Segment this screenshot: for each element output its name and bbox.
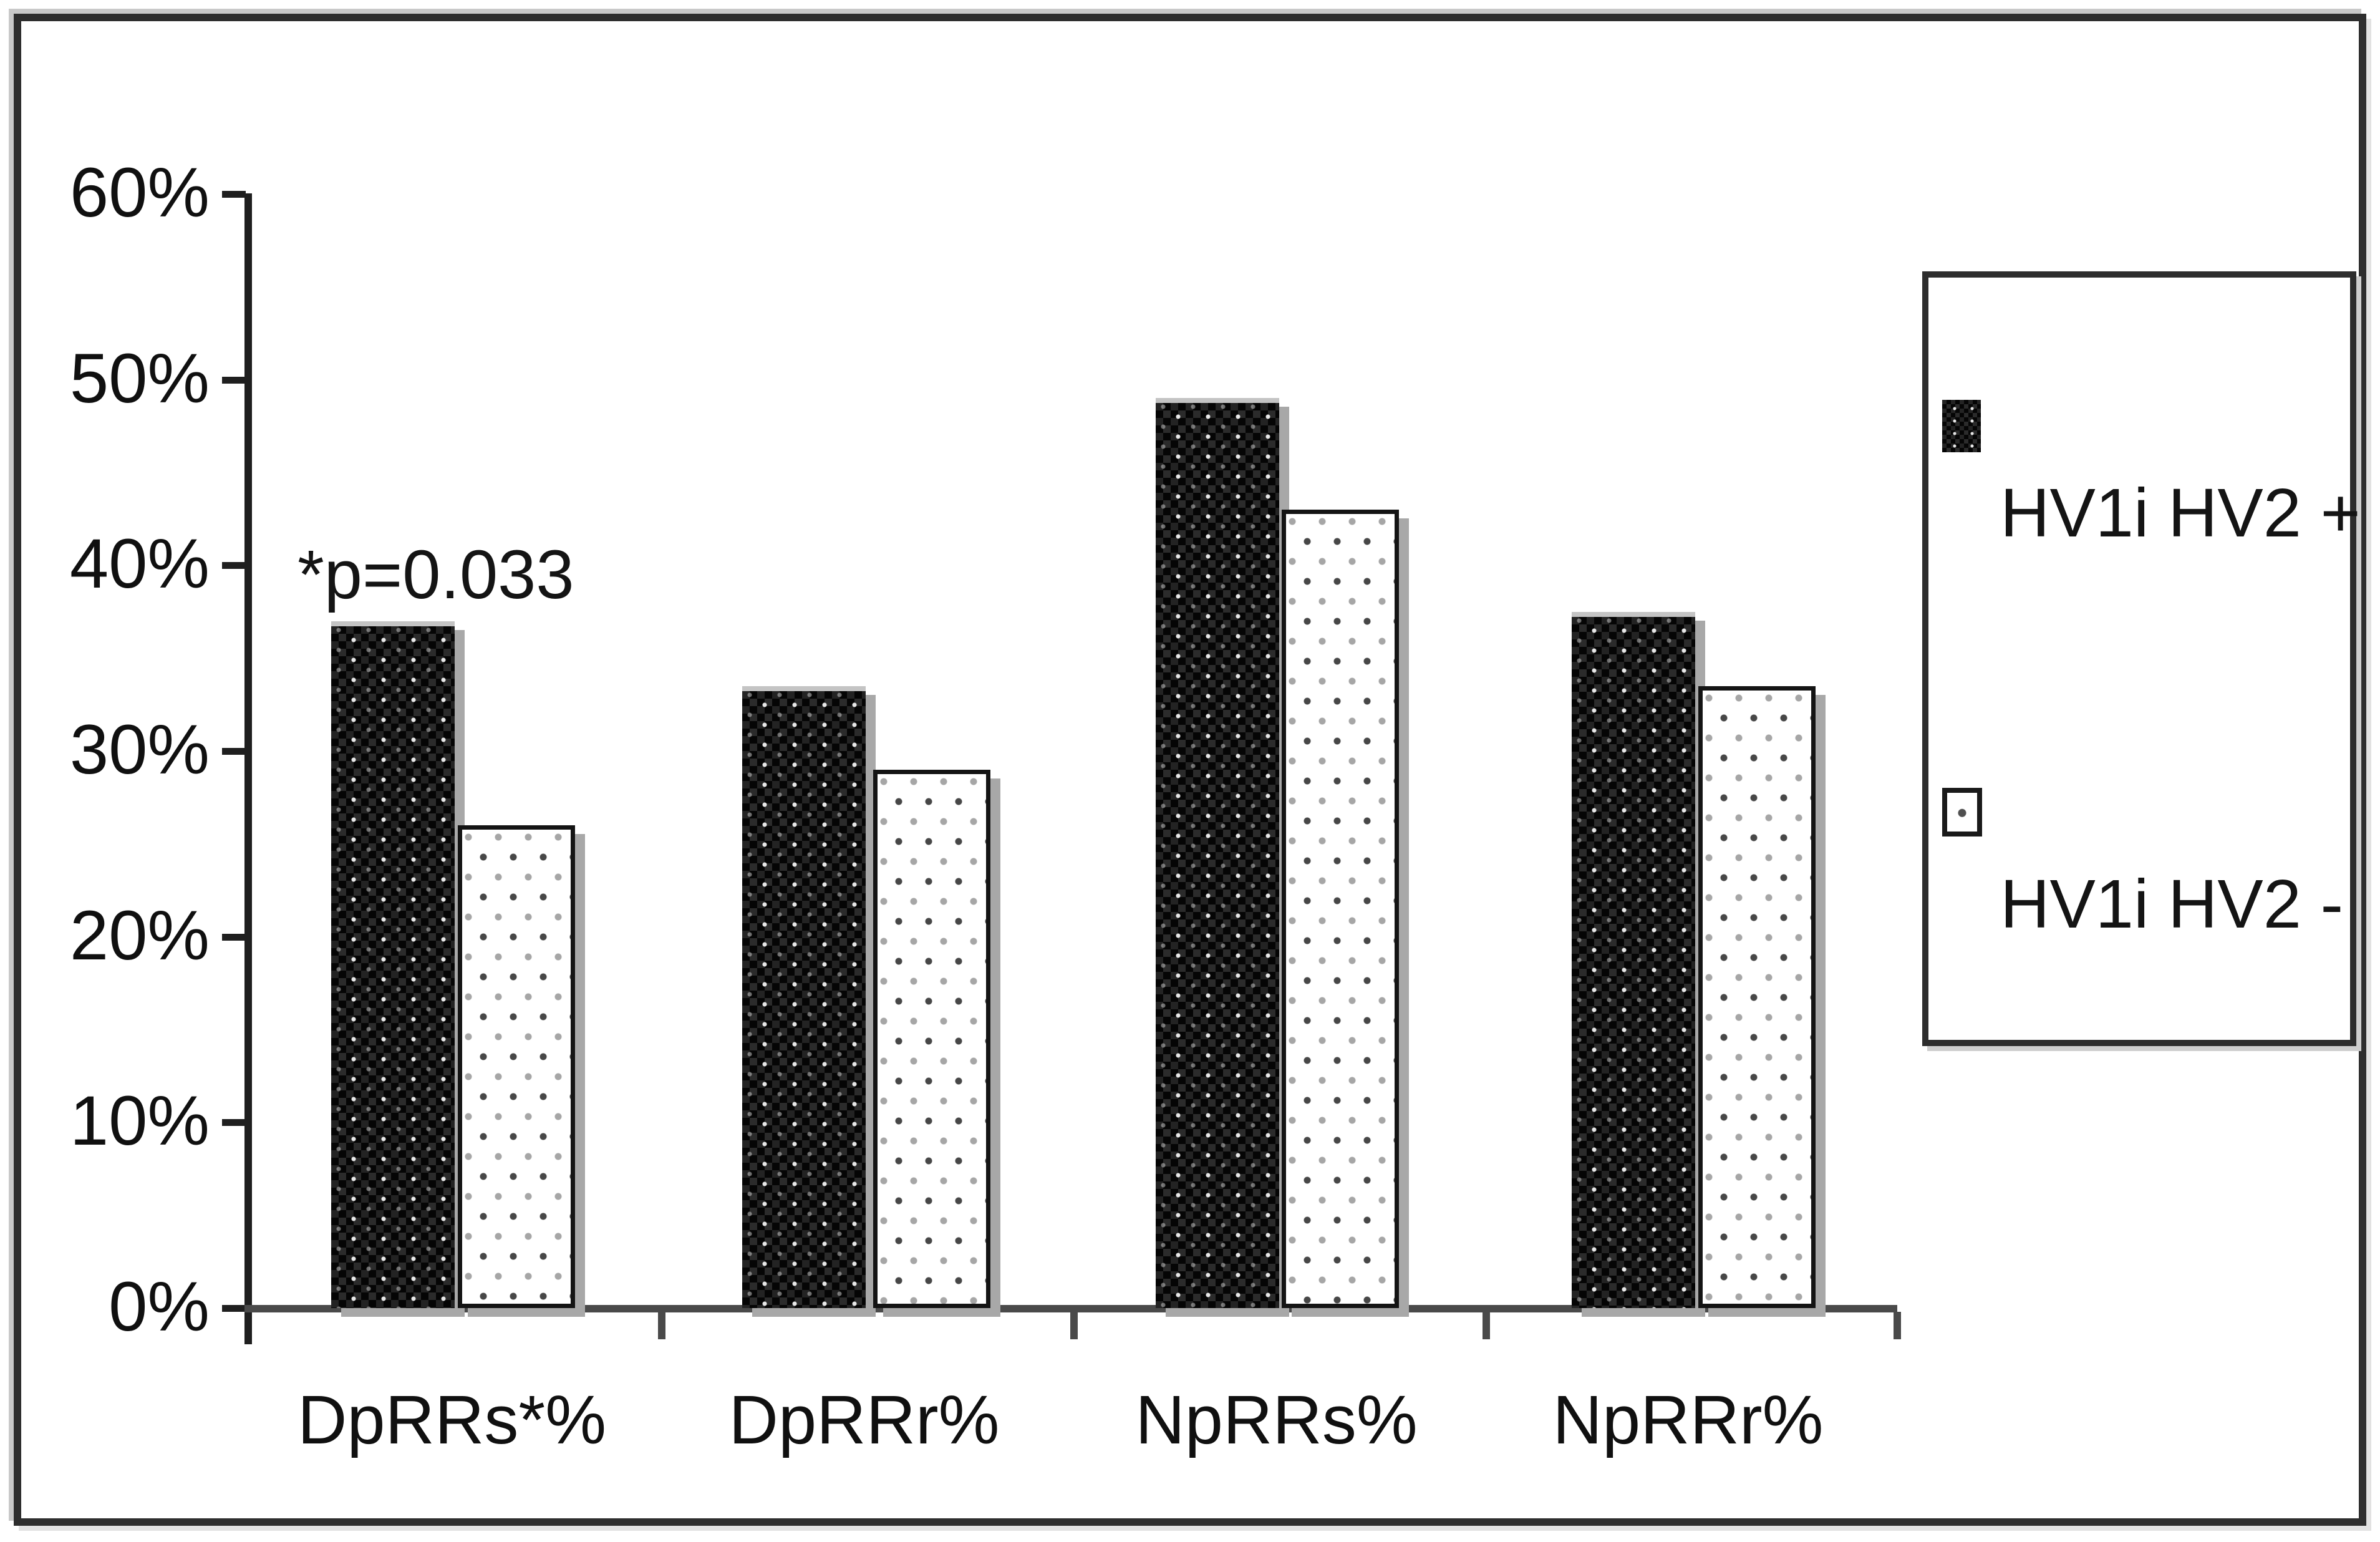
bar-hv1i-hv2-plus-NpRRs% — [1156, 398, 1279, 1308]
legend-label-hv1i-hv2-plus: HV1i HV2 + — [2000, 475, 2361, 551]
y-axis-tick — [222, 1119, 246, 1127]
bar-hv1i-hv2-minus-DpRRr% — [873, 770, 990, 1308]
bar-hv1i-hv2-plus-NpRRr% — [1572, 612, 1695, 1308]
category-label-4: NpRRr% — [1552, 1382, 1824, 1458]
bar-hv1i-hv2-plus-DpRRr% — [742, 686, 866, 1308]
y-axis-line — [244, 193, 252, 1344]
legend-swatch-hv1i-hv2-minus — [1942, 788, 1982, 836]
legend-swatch-hv1i-hv2-plus — [1942, 400, 1981, 452]
y-axis-tick — [222, 376, 246, 384]
bar-hv1i-hv2-minus-NpRRs% — [1282, 510, 1399, 1308]
y-axis-tick-label: 30% — [69, 710, 210, 788]
y-axis-tick — [222, 190, 246, 198]
bar-hv1i-hv2-plus-DpRRs*% — [331, 621, 455, 1308]
y-axis-tick-label: 40% — [69, 525, 210, 603]
category-separator-tick — [1070, 1312, 1078, 1339]
category-label-3: NpRRs% — [1135, 1382, 1418, 1458]
y-axis-tick-label: 50% — [69, 339, 210, 417]
category-separator-tick — [1483, 1312, 1490, 1339]
y-axis-tick — [222, 562, 246, 570]
category-label-1: DpRRs*% — [297, 1382, 607, 1458]
bar-hv1i-hv2-minus-DpRRs*% — [458, 825, 575, 1308]
y-axis-tick — [222, 1305, 246, 1312]
legend-box: HV1i HV2 + HV1i HV2 - — [1922, 271, 2361, 1046]
category-separator-tick — [1894, 1312, 1901, 1339]
category-separator-tick — [658, 1312, 665, 1339]
y-axis-tick-label: 60% — [69, 153, 210, 231]
y-axis-tick — [222, 933, 246, 941]
y-axis-tick — [222, 747, 246, 755]
category-label-2: DpRRr% — [728, 1382, 1000, 1458]
y-axis-tick-label: 10% — [69, 1082, 210, 1160]
x-axis-line — [244, 1305, 1897, 1312]
bar-hv1i-hv2-minus-NpRRr% — [1698, 686, 1816, 1308]
p-value-annotation: *p=0.033 — [298, 536, 574, 613]
y-axis-tick-label: 0% — [109, 1268, 210, 1346]
y-axis-tick-label: 20% — [69, 896, 210, 974]
legend-label-hv1i-hv2-minus: HV1i HV2 - — [2000, 866, 2344, 943]
